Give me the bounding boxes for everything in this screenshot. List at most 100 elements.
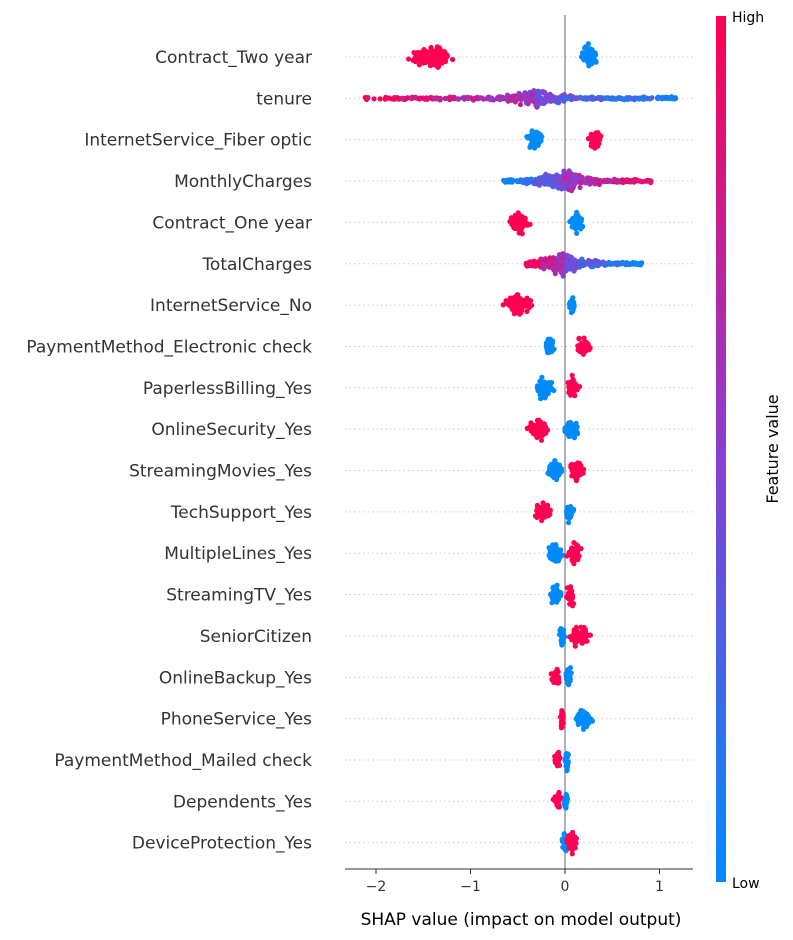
point-low-value: [535, 142, 541, 148]
point-high-value: [508, 302, 514, 308]
point-continuous-value: [611, 176, 618, 182]
point-continuous-value: [597, 178, 603, 184]
feature-label: TechSupport_Yes: [170, 503, 312, 523]
point-continuous-value: [409, 95, 415, 101]
feature-label: Contract_Two year: [155, 48, 312, 68]
point-continuous-value: [566, 168, 572, 174]
point-low-value: [557, 468, 563, 474]
point-low-value: [535, 134, 541, 140]
point-continuous-value: [550, 255, 557, 261]
point-continuous-value: [572, 259, 578, 266]
point-high-value: [568, 464, 574, 470]
point-high-value: [581, 638, 587, 645]
feature-labels: Contract_Two year tenure InternetService_F…: [26, 48, 312, 854]
point-low-value: [568, 305, 575, 311]
point-low-value: [553, 475, 559, 481]
point-high-value: [569, 372, 575, 378]
point-continuous-value: [581, 261, 587, 267]
point-high-value: [527, 221, 533, 227]
feature-label: SeniorCitizen: [200, 627, 312, 647]
grid-lines: [345, 56, 693, 844]
point-high-value: [576, 465, 582, 471]
point-high-value: [555, 750, 561, 757]
point-high-value: [509, 221, 515, 227]
point-continuous-value: [562, 175, 568, 181]
point-high-value: [581, 335, 587, 341]
point-low-value: [574, 230, 580, 236]
point-continuous-value: [465, 95, 471, 102]
point-high-value: [427, 59, 433, 65]
point-continuous-value: [559, 263, 565, 269]
point-continuous-value: [636, 96, 642, 102]
point-low-value: [570, 300, 576, 306]
point-high-value: [542, 430, 549, 436]
point-continuous-value: [602, 95, 609, 101]
point-high-value: [439, 51, 445, 57]
point-low-value: [548, 591, 554, 597]
point-low-value: [585, 41, 592, 47]
x-tick-label: −2: [366, 879, 387, 895]
point-continuous-value: [547, 91, 553, 97]
point-low-value: [555, 594, 561, 600]
point-high-value: [439, 59, 445, 65]
point-high-value: [540, 500, 546, 506]
point-continuous-value: [647, 178, 654, 184]
feature-label: TotalCharges: [201, 255, 312, 275]
point-high-value: [595, 139, 602, 145]
point-continuous-value: [577, 179, 583, 186]
point-low-value: [593, 59, 599, 65]
point-high-value: [524, 297, 531, 303]
feature-label: OnlineSecurity_Yes: [151, 420, 312, 440]
point-high-value: [520, 220, 526, 226]
point-low-value: [564, 427, 570, 434]
feature-label: InternetService_Fiber optic: [84, 131, 312, 151]
point-low-value: [560, 837, 566, 843]
point-high-value: [596, 132, 602, 138]
feature-label: Dependents_Yes: [173, 792, 312, 812]
point-low-value: [550, 596, 557, 602]
point-high-value: [558, 714, 564, 720]
point-low-value: [563, 757, 569, 763]
point-low-value: [566, 508, 572, 514]
point-continuous-value: [644, 95, 651, 101]
point-high-value: [543, 504, 550, 510]
point-low-value: [570, 295, 576, 301]
point-continuous-value: [586, 260, 592, 266]
point-continuous-value: [535, 92, 541, 98]
point-continuous-value: [572, 180, 579, 186]
point-continuous-value: [532, 260, 538, 266]
point-low-value: [565, 677, 571, 683]
point-low-value: [561, 831, 567, 837]
point-continuous-value: [550, 96, 556, 102]
point-low-value: [564, 761, 570, 767]
point-continuous-value: [423, 95, 430, 101]
feature-label: PaymentMethod_Mailed check: [54, 751, 312, 771]
point-low-value: [543, 342, 550, 348]
point-high-value: [513, 221, 519, 227]
point-high-value: [565, 590, 572, 597]
point-continuous-value: [510, 93, 516, 99]
point-high-value: [585, 136, 592, 142]
point-low-value: [583, 723, 589, 729]
point-high-value: [567, 584, 574, 590]
point-continuous-value: [447, 96, 453, 102]
point-low-value: [585, 60, 591, 66]
point-high-value: [431, 60, 437, 66]
point-high-value: [582, 341, 588, 347]
point-continuous-value: [562, 179, 568, 185]
point-low-value: [546, 347, 552, 353]
point-continuous-value: [635, 261, 641, 268]
point-high-value: [569, 851, 575, 857]
point-low-value: [584, 718, 590, 724]
point-high-value: [433, 51, 439, 58]
point-high-value: [450, 56, 456, 63]
point-low-value: [542, 395, 548, 401]
point-low-value: [557, 589, 563, 596]
point-low-value: [529, 130, 535, 136]
point-continuous-value: [624, 261, 630, 267]
point-low-value: [573, 716, 579, 722]
point-continuous-value: [371, 96, 377, 102]
point-high-value: [581, 632, 588, 638]
point-high-value: [515, 292, 521, 298]
